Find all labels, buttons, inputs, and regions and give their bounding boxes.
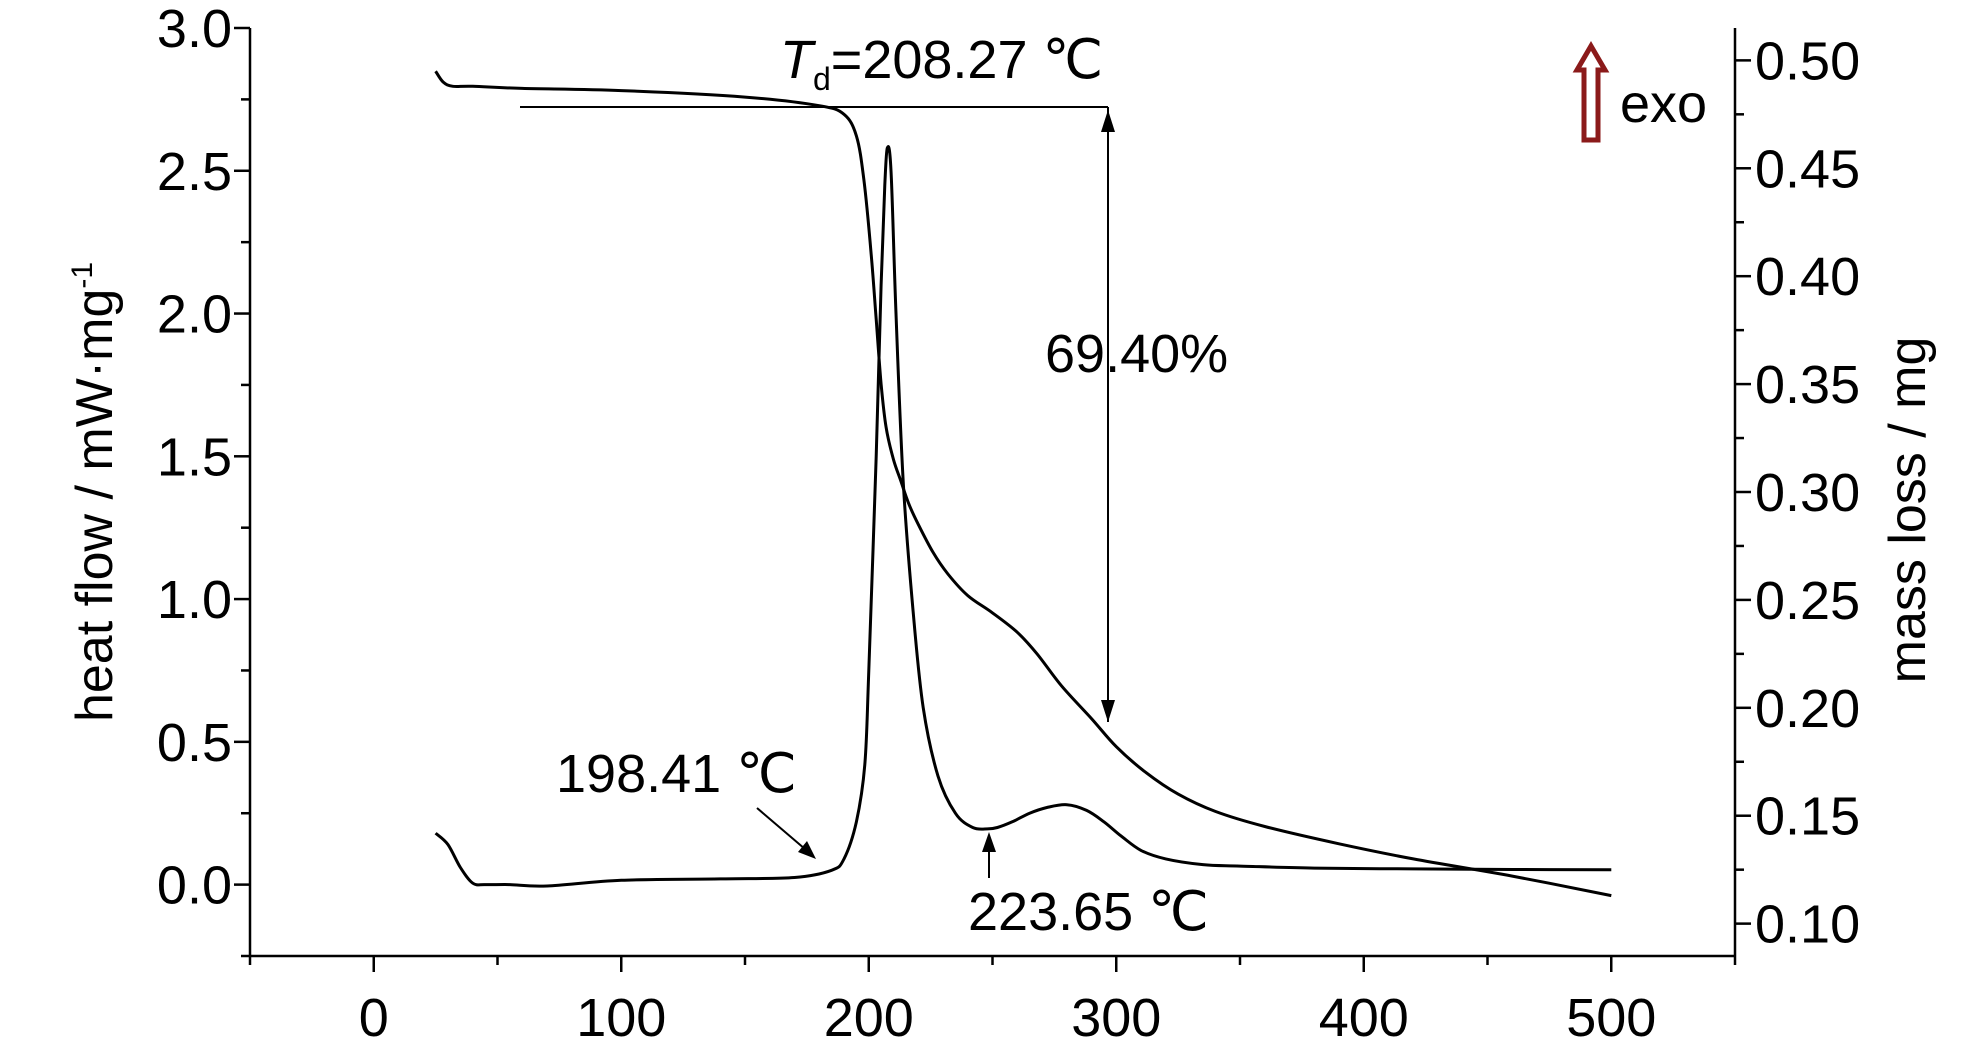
left-y-axis-title-main: heat flow / mW·mg [66,289,124,722]
valley-annotation: 223.65 ℃ [968,832,1209,942]
td-annotation: Td=208.27 ℃ 69.40% [520,30,1228,722]
exo-indicator: exo [1572,41,1707,143]
mass-loss-label: 69.40% [1045,324,1228,384]
left-y-axis-title: heat flow / mW·mg-1 [66,262,124,722]
right-y-tick-label: 0.15 [1755,787,1860,847]
left-y-tick-label: 1.0 [157,570,232,630]
left-y-axis-title-superscript: -1 [66,262,99,289]
x-tick-label: 300 [1071,988,1161,1048]
x-tick-label: 0 [359,988,389,1048]
left-y-tick-label: 2.0 [157,285,232,345]
td-label: Td=208.27 ℃ [780,30,1103,97]
dsc-heat-flow-curve [434,145,1612,888]
right-y-tick-label: 0.35 [1755,355,1860,415]
right-y-tick-label: 0.30 [1755,463,1860,523]
right-y-ticks: 0.10 0.15 0.20 0.25 0.30 0.35 0.40 0.45 0.50 [1735,31,1860,955]
right-y-tick-label: 0.40 [1755,247,1860,307]
left-y-tick-label: 2.5 [157,142,232,202]
x-tick-label: 500 [1566,988,1656,1048]
right-y-tick-label: 0.20 [1755,679,1860,739]
right-y-tick-label: 0.45 [1755,139,1860,199]
td-label-subscript: d [813,61,831,97]
exo-arrow-icon [1572,41,1610,143]
left-y-tick-label: 1.5 [157,427,232,487]
mass-loss-arrowhead-bottom [1101,700,1115,722]
exo-label: exo [1620,74,1707,134]
left-y-tick-label: 3.0 [157,0,232,59]
onset-annotation: 198.41 ℃ [556,744,816,859]
tg-mass-curve [434,70,1612,898]
right-y-axis-title: mass loss / mg [1879,337,1937,684]
left-y-tick-label: 0.5 [157,713,232,773]
right-y-tick-label: 0.25 [1755,571,1860,631]
mass-loss-arrowhead-top [1101,110,1115,132]
right-y-tick-label: 0.10 [1755,895,1860,955]
x-ticks: 0 100 200 300 400 500 [248,956,1737,1048]
td-label-rest: =208.27 ℃ [831,30,1103,90]
valley-label: 223.65 ℃ [968,882,1209,942]
onset-arrowhead [798,841,816,859]
x-tick-label: 400 [1319,988,1409,1048]
axes [248,28,1737,958]
x-tick-label: 200 [824,988,914,1048]
left-y-ticks: 0.0 0.5 1.0 1.5 2.0 2.5 3.0 [157,0,250,958]
curves [434,70,1612,898]
left-y-tick-label: 0.0 [157,856,232,916]
right-y-tick-label: 0.50 [1755,31,1860,91]
x-tick-label: 100 [576,988,666,1048]
td-label-italic: T [780,30,817,90]
valley-arrowhead [982,832,996,852]
onset-label: 198.41 ℃ [556,744,797,804]
